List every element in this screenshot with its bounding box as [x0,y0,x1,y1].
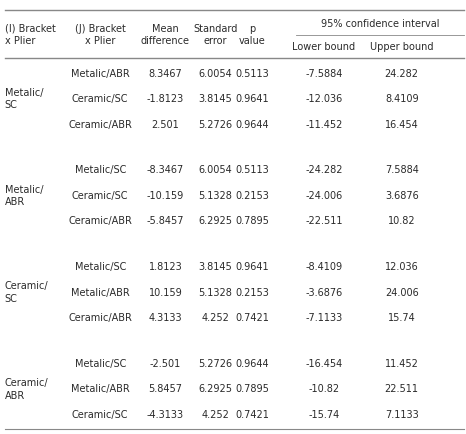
Text: 5.2726: 5.2726 [198,358,233,368]
Text: 4.252: 4.252 [201,409,229,419]
Text: -10.82: -10.82 [308,384,339,394]
Text: 0.7895: 0.7895 [236,384,269,394]
Text: 6.0054: 6.0054 [199,165,232,175]
Text: -16.454: -16.454 [305,358,343,368]
Text: 24.282: 24.282 [385,69,418,79]
Text: -1.8123: -1.8123 [147,94,184,104]
Text: Ceramic/
SC: Ceramic/ SC [5,281,48,303]
Text: 4.3133: 4.3133 [149,312,182,322]
Text: 1.8123: 1.8123 [149,262,182,272]
Text: 0.7421: 0.7421 [236,312,269,322]
Text: Metalic/
ABR: Metalic/ ABR [5,184,43,207]
Text: 6.0054: 6.0054 [199,69,232,79]
Text: -22.511: -22.511 [305,216,343,226]
Text: -4.3133: -4.3133 [147,409,184,419]
Text: 6.2925: 6.2925 [199,384,232,394]
Text: 16.454: 16.454 [385,119,418,129]
Text: 24.006: 24.006 [385,287,418,297]
Text: 5.2726: 5.2726 [198,119,233,129]
Text: Metalic/ABR: Metalic/ABR [71,69,130,79]
Text: 12.036: 12.036 [385,262,418,272]
Text: 0.2153: 0.2153 [236,191,269,201]
Text: 0.5113: 0.5113 [236,69,269,79]
Text: 22.511: 22.511 [385,384,418,394]
Text: Metalic/SC: Metalic/SC [75,262,126,272]
Text: 0.9641: 0.9641 [236,94,269,104]
Text: -3.6876: -3.6876 [305,287,343,297]
Text: -24.282: -24.282 [305,165,343,175]
Text: 6.2925: 6.2925 [199,216,232,226]
Text: 5.1328: 5.1328 [199,287,232,297]
Text: -8.3467: -8.3467 [147,165,184,175]
Text: 0.7895: 0.7895 [236,216,269,226]
Text: Ceramic/ABR: Ceramic/ABR [68,312,132,322]
Text: 8.3467: 8.3467 [149,69,182,79]
Text: 95% confidence interval: 95% confidence interval [321,19,439,29]
Text: -10.159: -10.159 [147,191,184,201]
Text: 3.8145: 3.8145 [199,262,232,272]
Text: -5.8457: -5.8457 [147,216,184,226]
Text: 0.9644: 0.9644 [236,358,269,368]
Text: -15.74: -15.74 [308,409,340,419]
Text: (I) Bracket
x Plier: (I) Bracket x Plier [5,23,55,46]
Text: 10.159: 10.159 [149,287,182,297]
Text: Ceramic/SC: Ceramic/SC [72,409,129,419]
Text: 7.5884: 7.5884 [385,165,418,175]
Text: Ceramic/ABR: Ceramic/ABR [68,216,132,226]
Text: -2.501: -2.501 [150,358,181,368]
Text: Upper bound: Upper bound [370,42,433,51]
Text: Metalic/ABR: Metalic/ABR [71,384,130,394]
Text: -24.006: -24.006 [305,191,343,201]
Text: Metalic/ABR: Metalic/ABR [71,287,130,297]
Text: 3.6876: 3.6876 [385,191,418,201]
Text: -7.5884: -7.5884 [305,69,343,79]
Text: Metalic/
SC: Metalic/ SC [5,88,43,110]
Text: p
value: p value [239,23,266,46]
Text: 4.252: 4.252 [201,312,229,322]
Text: Standard
error: Standard error [193,23,238,46]
Text: Ceramic/ABR: Ceramic/ABR [68,119,132,129]
Text: Ceramic/SC: Ceramic/SC [72,94,129,104]
Text: 2.501: 2.501 [151,119,179,129]
Text: 3.8145: 3.8145 [199,94,232,104]
Text: Ceramic/SC: Ceramic/SC [72,191,129,201]
Text: 0.7421: 0.7421 [236,409,269,419]
Text: 7.1133: 7.1133 [385,409,418,419]
Text: -7.1133: -7.1133 [305,312,343,322]
Text: 15.74: 15.74 [388,312,416,322]
Text: -11.452: -11.452 [305,119,343,129]
Text: 8.4109: 8.4109 [385,94,418,104]
Text: 11.452: 11.452 [385,358,418,368]
Text: Metalic/SC: Metalic/SC [75,165,126,175]
Text: -8.4109: -8.4109 [305,262,343,272]
Text: Metalic/SC: Metalic/SC [75,358,126,368]
Text: (J) Bracket
x Plier: (J) Bracket x Plier [75,23,126,46]
Text: 0.5113: 0.5113 [236,165,269,175]
Text: 5.1328: 5.1328 [199,191,232,201]
Text: -12.036: -12.036 [305,94,343,104]
Text: 0.9641: 0.9641 [236,262,269,272]
Text: Mean
difference: Mean difference [141,23,190,46]
Text: 5.8457: 5.8457 [149,384,182,394]
Text: 0.9644: 0.9644 [236,119,269,129]
Text: Ceramic/
ABR: Ceramic/ ABR [5,377,48,400]
Text: 0.2153: 0.2153 [236,287,269,297]
Text: 10.82: 10.82 [388,216,416,226]
Text: Lower bound: Lower bound [292,42,356,51]
